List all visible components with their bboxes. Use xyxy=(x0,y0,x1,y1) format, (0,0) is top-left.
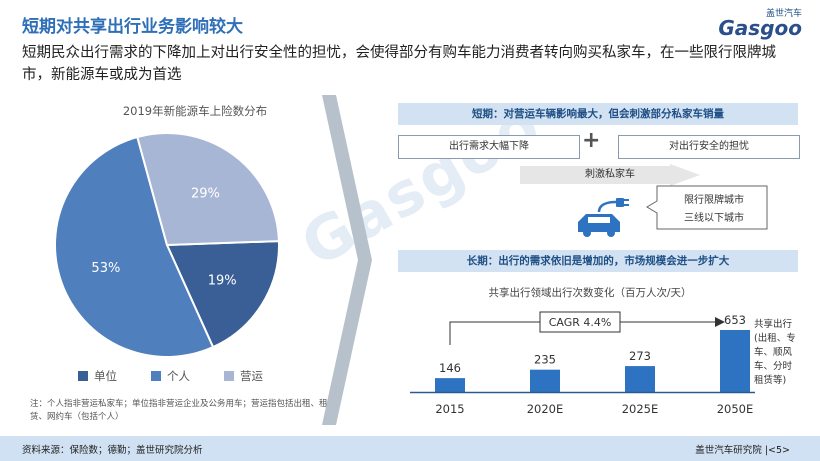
bar-value-label: 653 xyxy=(724,313,746,327)
ev-car-icon xyxy=(578,198,629,237)
bar-2015 xyxy=(435,378,465,392)
bar-chart-title: 共享出行领域出行次数变化（百万人次/天） xyxy=(488,287,692,299)
bubble-line-restricted: 限行限牌城市 xyxy=(684,195,744,206)
legend-swatch xyxy=(78,371,88,381)
legend-item: 个人 xyxy=(151,368,190,384)
pie-value-label: 19% xyxy=(208,273,237,288)
pie-value-label: 29% xyxy=(191,187,220,202)
safety-concern-box: 对出行安全的担忧 xyxy=(618,135,800,159)
pie-slice-individual xyxy=(54,135,215,358)
bar-2020E xyxy=(530,369,560,392)
bar-category-label: 2015 xyxy=(435,402,464,416)
source-note: 资料来源：保险数；德勤；盖世研究院分析 xyxy=(22,445,203,456)
pie-chart: 19% 53% 29% xyxy=(54,132,280,358)
cagr-box xyxy=(539,311,621,333)
pie-slice-operating xyxy=(136,132,280,247)
bar-value-label: 273 xyxy=(629,349,651,363)
bar-value-label: 146 xyxy=(439,361,461,375)
footer-org-name: 盖世汽车研究院 xyxy=(695,445,762,456)
pie-chart-title: 2019年新能源车上险数分布 xyxy=(122,104,268,118)
shared-mobility-note: 共享出行(出租、专车、顺风车、分时租赁等) xyxy=(754,319,796,386)
page-subtitle: 短期民众出行需求的下降加上对出行安全性的担忧，会使得部分有购车能力消费者转向购买… xyxy=(22,45,776,83)
city-bubble xyxy=(646,185,768,230)
chevron-divider xyxy=(322,95,372,425)
bar-2050E xyxy=(720,330,750,392)
logo-en: Gasgoo xyxy=(718,16,802,40)
stimulate-label: 刺激私家车 xyxy=(585,169,635,180)
legend-item: 营运 xyxy=(224,368,263,384)
bar-value-label: 235 xyxy=(534,353,556,367)
bar-2025E xyxy=(625,366,655,392)
long-term-banner: 长期：出行的需求依旧是增加的，市场规模会进一步扩大 xyxy=(398,250,798,272)
bar-category-label: 2020E xyxy=(527,402,564,416)
short-term-banner: 短期：对营运车辆影响最大，但会刺激部分私家车销量 xyxy=(398,103,798,125)
cagr-label: CAGR 4.4% xyxy=(549,316,612,329)
gasgoo-logo: 盖世汽车 Gasgoo xyxy=(692,6,802,40)
bar-category-label: 2025E xyxy=(622,402,659,416)
cagr-arrowhead xyxy=(715,317,725,327)
stimulate-arrow xyxy=(520,164,700,186)
legend-item: 单位 xyxy=(78,368,117,384)
bubble-line-tier3: 三线以下城市 xyxy=(684,213,744,224)
legend-swatch xyxy=(224,371,234,381)
footer-bar xyxy=(0,436,820,461)
page-title: 短期对共享出行业务影响较大 xyxy=(22,17,243,37)
legend-label: 个人 xyxy=(167,369,190,383)
page-number: |<5> xyxy=(764,445,790,456)
legend-label: 营运 xyxy=(240,369,263,383)
pie-footnote: 注：个人指非营运私家车；单位指非营运企业及公务用车；营运指包括出租、租赁、网约车… xyxy=(30,399,328,422)
legend-swatch xyxy=(151,371,161,381)
legend-label: 单位 xyxy=(94,369,117,383)
bar-category-label: 2050E xyxy=(717,402,754,416)
pie-slice-unit xyxy=(165,240,280,349)
pie-legend: 单位 个人 营运 xyxy=(78,368,263,384)
pie-value-label: 53% xyxy=(91,261,120,276)
demand-drop-box: 出行需求大幅下降 xyxy=(398,135,580,159)
bar-chart: CAGR 4.4% 146 2015 235 2020E 273 2025E 653 2050… xyxy=(410,311,755,416)
logo-cn: 盖世汽车 xyxy=(765,9,802,19)
footer-org: 盖世汽车研究院 |<5> xyxy=(695,442,790,456)
cagr-bracket-line xyxy=(449,321,715,345)
plus-sign: + xyxy=(582,128,601,153)
